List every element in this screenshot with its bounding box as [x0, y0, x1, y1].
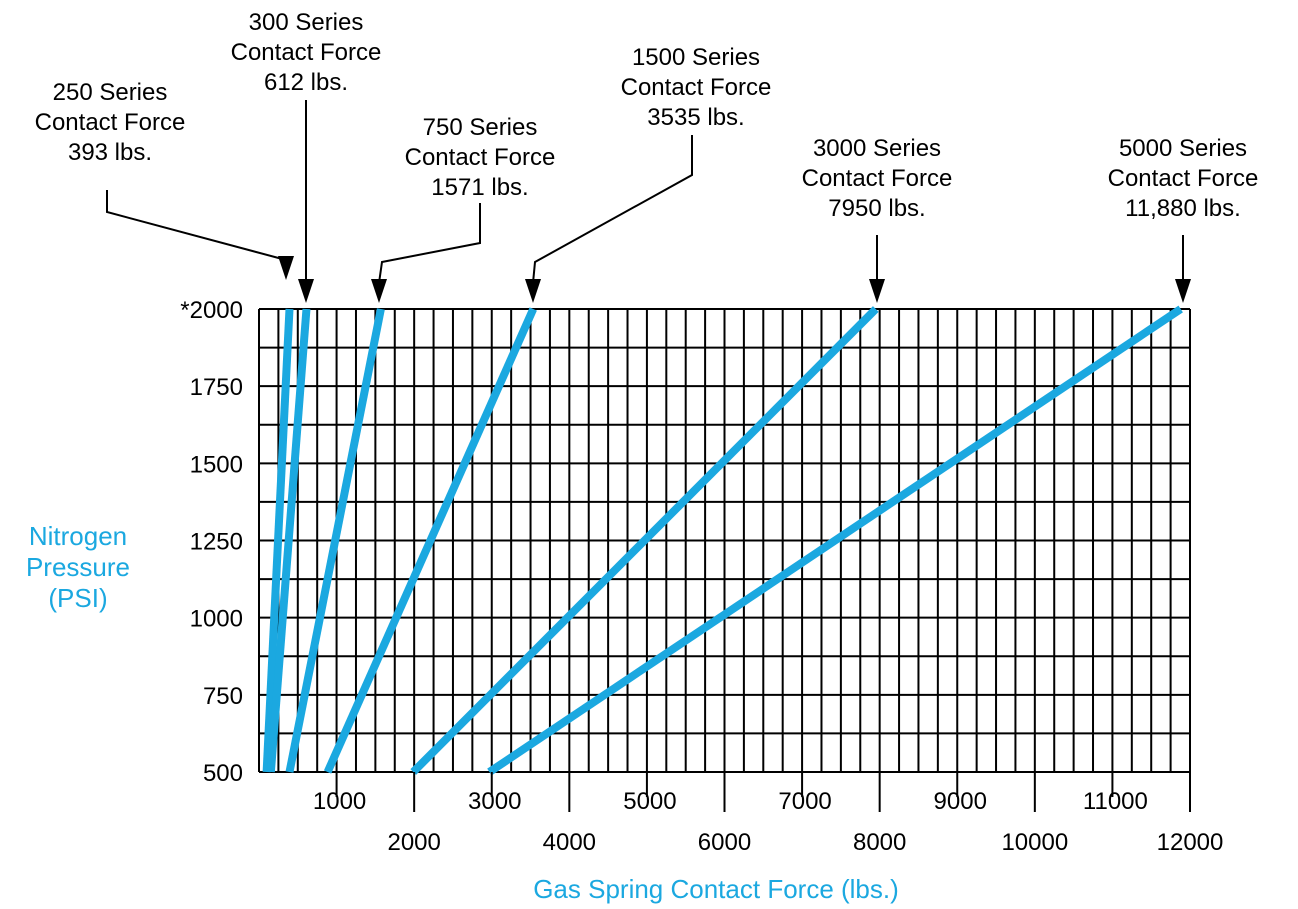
y-axis-label: Nitrogen Pressure (PSI) [26, 521, 130, 613]
series-annotation: 3000 Series Contact Force 7950 lbs. [802, 135, 953, 303]
annotation-arrowhead [1175, 279, 1191, 303]
series-annotation: 300 Series Contact Force 612 lbs. [231, 9, 382, 303]
annotation-line: 3535 lbs. [647, 104, 744, 131]
annotation-text: 3000 Series Contact Force 7950 lbs. [802, 135, 953, 222]
annotation-leader-line [378, 203, 481, 284]
annotation-text: 300 Series Contact Force 612 lbs. [231, 9, 382, 96]
x-tick-label: 2000 [387, 829, 440, 856]
annotation-line: Contact Force [621, 74, 772, 101]
annotation-line: 1571 lbs. [431, 174, 528, 201]
annotation-line: 11,880 lbs. [1125, 195, 1241, 222]
series-annotations: 250 Series Contact Force 393 lbs. 300 Serie… [35, 9, 1259, 303]
annotation-arrowhead [278, 256, 294, 280]
x-tick-label: 1000 [313, 788, 366, 815]
annotation-leader-line [106, 190, 287, 261]
annotation-arrowhead [869, 279, 885, 303]
annotation-line: 300 Series [249, 9, 364, 36]
y-axis-ticks: *2000 1750 1500 1250 1000 750 500 [180, 297, 243, 787]
x-tick-label: 11000 [1083, 788, 1148, 815]
y-axis-label-line: Pressure [26, 552, 130, 582]
y-tick-label: 1500 [190, 451, 243, 478]
annotation-line: 750 Series [423, 114, 538, 141]
x-tick-label: 12000 [1157, 829, 1224, 856]
annotation-line: 1500 Series [632, 44, 760, 71]
annotation-line: Contact Force [231, 39, 382, 66]
series-line [323, 307, 537, 774]
y-axis-label-line: (PSI) [48, 583, 107, 613]
x-axis-ticks: 1000 3000 5000 7000 9000 11000 2000 4000 6000 800… [313, 772, 1223, 856]
grid [258, 308, 1191, 773]
annotation-line: Contact Force [802, 165, 953, 192]
annotation-arrowhead [298, 279, 314, 303]
series-line [487, 305, 1183, 776]
series-line [262, 308, 294, 773]
annotation-text: 1500 Series Contact Force 3535 lbs. [621, 44, 772, 131]
y-axis-label-line: Nitrogen [29, 521, 127, 551]
y-tick-label: *2000 [180, 297, 243, 324]
y-tick-label: 1750 [190, 374, 243, 401]
series-annotation: 250 Series Contact Force 393 lbs. [35, 79, 294, 280]
x-tick-label: 9000 [934, 788, 987, 815]
annotation-line: 612 lbs. [264, 69, 348, 96]
annotation-line: 7950 lbs. [828, 195, 925, 222]
series-lines [262, 305, 1183, 776]
x-tick-label: 5000 [623, 788, 676, 815]
x-tick-label: 8000 [853, 829, 906, 856]
annotation-line: Contact Force [405, 144, 556, 171]
series-annotation: 750 Series Contact Force 1571 lbs. [371, 114, 555, 303]
y-tick-label: 750 [203, 683, 243, 710]
annotation-leader-line [532, 135, 693, 284]
x-tick-label: 3000 [468, 788, 521, 815]
y-tick-label: 1000 [190, 606, 243, 633]
series-line [410, 306, 879, 775]
annotation-line: 393 lbs. [68, 139, 152, 166]
annotation-arrowhead [371, 279, 387, 303]
x-tick-label: 10000 [1001, 829, 1068, 856]
annotation-line: Contact Force [35, 109, 186, 136]
x-tick-label: 4000 [543, 829, 596, 856]
y-tick-label: 1250 [190, 529, 243, 556]
series-line [285, 308, 385, 773]
annotation-arrowhead [525, 279, 541, 303]
annotation-line: 3000 Series [813, 135, 941, 162]
annotation-text: 750 Series Contact Force 1571 lbs. [405, 114, 556, 201]
series-annotation: 1500 Series Contact Force 3535 lbs. [525, 44, 771, 303]
x-axis-label: Gas Spring Contact Force (lbs.) [533, 874, 899, 904]
x-tick-label: 6000 [698, 829, 751, 856]
annotation-text: 5000 Series Contact Force 11,880 lbs. [1108, 135, 1259, 222]
annotation-line: Contact Force [1108, 165, 1259, 192]
annotation-text: 250 Series Contact Force 393 lbs. [35, 79, 186, 166]
series-annotation: 5000 Series Contact Force 11,880 lbs. [1108, 135, 1259, 303]
y-tick-label: 500 [203, 760, 243, 787]
annotation-line: 250 Series [53, 79, 168, 106]
x-tick-label: 7000 [778, 788, 831, 815]
series-line [266, 308, 311, 773]
annotation-line: 5000 Series [1119, 135, 1247, 162]
